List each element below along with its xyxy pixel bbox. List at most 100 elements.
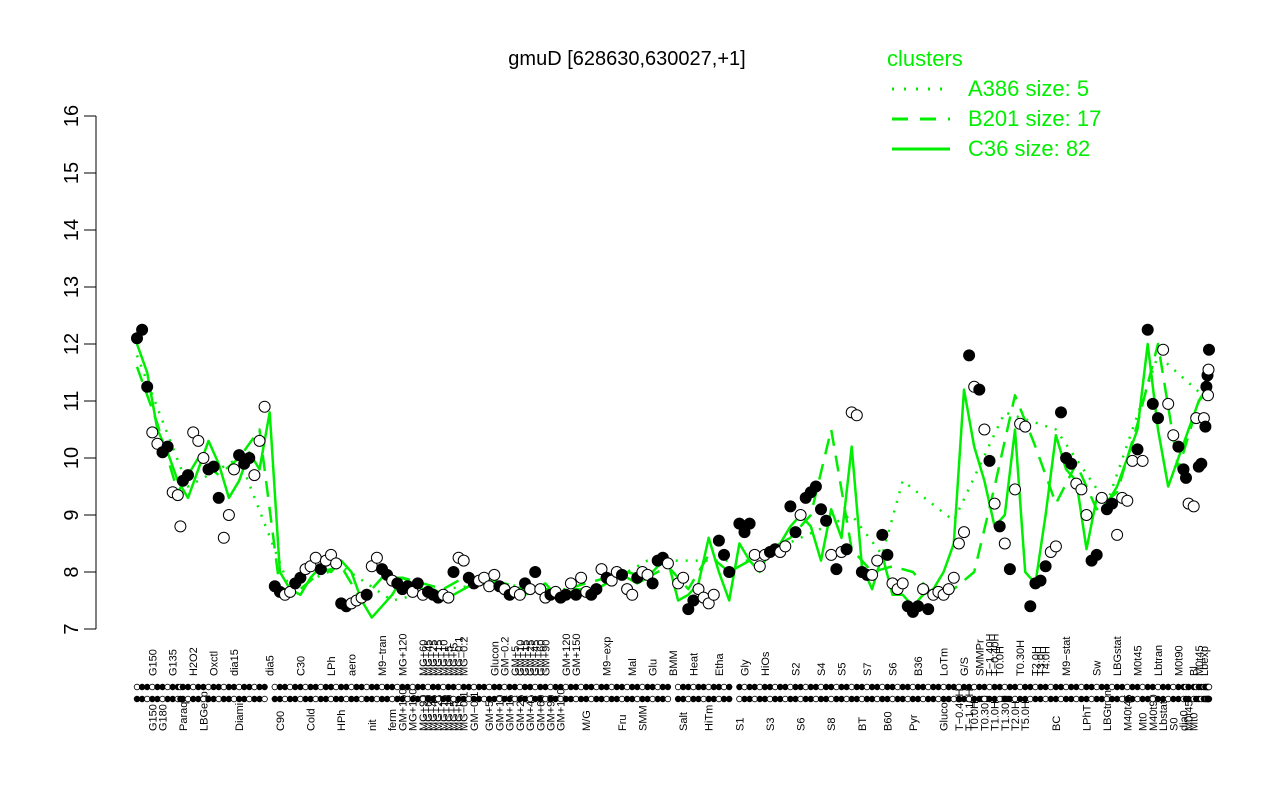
data-point [712,534,725,547]
condition-marker [828,683,835,691]
x-tick-label: Cold [306,708,318,731]
condition-marker [935,695,942,703]
data-point [1055,406,1067,419]
x-tick-label: GM+25 [525,640,537,676]
data-point [1049,540,1062,553]
data-point [707,588,720,601]
condition-marker [726,683,733,691]
x-tick-label: M0t90 [1173,645,1185,676]
data-point [871,554,884,567]
x-tick-label: LPh [326,656,338,676]
x-tick-label: MG+10 [443,695,455,731]
data-point [330,557,343,570]
x-tick-label: GM+45 [525,695,537,731]
condition-marker [720,695,728,703]
data-point [243,452,256,464]
data-point [978,423,991,436]
x-tick-label: S6 [796,718,808,731]
data-point [1136,454,1149,467]
y-tick-label: 10 [61,447,83,469]
x-tick-label: T0.30H [1015,640,1027,676]
data-point [1019,420,1032,433]
condition-marker [261,683,268,691]
data-point [993,520,1006,533]
data-point [141,380,154,393]
x-tick-label: S7 [862,663,874,676]
y-tick-label: 14 [61,219,83,241]
data-point [1080,509,1093,521]
x-tick-label: S3 [765,718,777,731]
data-point [723,566,736,578]
data-point [815,503,827,516]
condition-marker [1205,695,1213,703]
x-tick-label: aero [346,654,358,676]
x-tick-label: MG−0.1 [454,637,466,676]
y-tick-label: 16 [61,105,83,127]
y-tick-label: 12 [61,333,83,355]
data-point [646,577,659,590]
data-point [212,491,225,504]
data-point [1024,600,1037,613]
data-point [784,500,797,513]
data-point [820,514,833,527]
x-tick-label: Fru [617,715,629,732]
data-point [207,460,220,473]
x-tick-label: MG+5 [448,701,460,731]
x-tick-label: Mt0 [1189,713,1201,731]
data-point [753,560,766,573]
data-point [483,580,496,593]
x-tick-label: MG+5 [443,646,455,676]
x-tick-label: GM+5 [484,701,496,731]
data-point [1199,420,1212,433]
legend-entry-label: A386 size: 5 [968,76,1089,101]
condition-marker [1149,695,1156,703]
x-tick-label: T0.0H [995,646,1007,676]
condition-marker [506,695,513,703]
x-tick-label: C90 [275,711,287,731]
x-tick-label: HiTm [704,705,716,731]
data-point [922,603,935,616]
data-point [564,577,577,590]
data-point [253,434,266,447]
data-point [958,526,970,539]
x-tick-label: M40t45 [1122,694,1134,731]
data-point [1039,560,1052,573]
x-tick-label: MG+t5 [448,643,460,676]
data-point [1167,429,1180,442]
x-tick-label: dia5 [265,655,277,676]
x-tick-label: S2 [791,663,803,676]
data-point [963,349,976,362]
data-point [457,554,470,567]
data-point [360,588,373,601]
x-tick-label: C30 [295,656,307,676]
x-tick-label: B60 [882,711,894,731]
legend-title: clusters [887,46,963,71]
data-point [687,594,700,607]
x-tick-label: Mal [627,658,639,676]
x-tick-label: SMM [637,705,649,731]
x-tick-label: dia15 [229,649,241,676]
data-point [1202,363,1215,376]
legend-entry-label: B201 size: 17 [968,106,1101,131]
data-point [1180,471,1192,484]
x-tick-label: MG+15 [438,695,450,731]
x-tick-label: Etha [714,652,726,676]
data-point [161,440,174,453]
data-point [1075,483,1088,496]
x-tick-label: GM+10 [494,695,506,731]
x-tick-label: Pyr [908,714,920,731]
data-point [881,548,894,561]
data-point [1152,412,1164,425]
condition-marker [664,683,672,691]
condition-marker [664,695,672,703]
x-tick-label: G180 [158,704,170,731]
x-tick-label: Mt0 [1138,713,1150,731]
x-tick-label: T−1.40H [984,633,996,676]
x-tick-label: GM+15 [520,640,532,676]
x-tick-label: G/S [959,657,971,676]
x-tick-label: MG+10 [438,640,450,676]
data-point [942,583,955,596]
data-point [217,531,230,544]
x-tick-label: GM+150 [571,634,583,677]
x-tick-label: Paraq [178,702,190,731]
